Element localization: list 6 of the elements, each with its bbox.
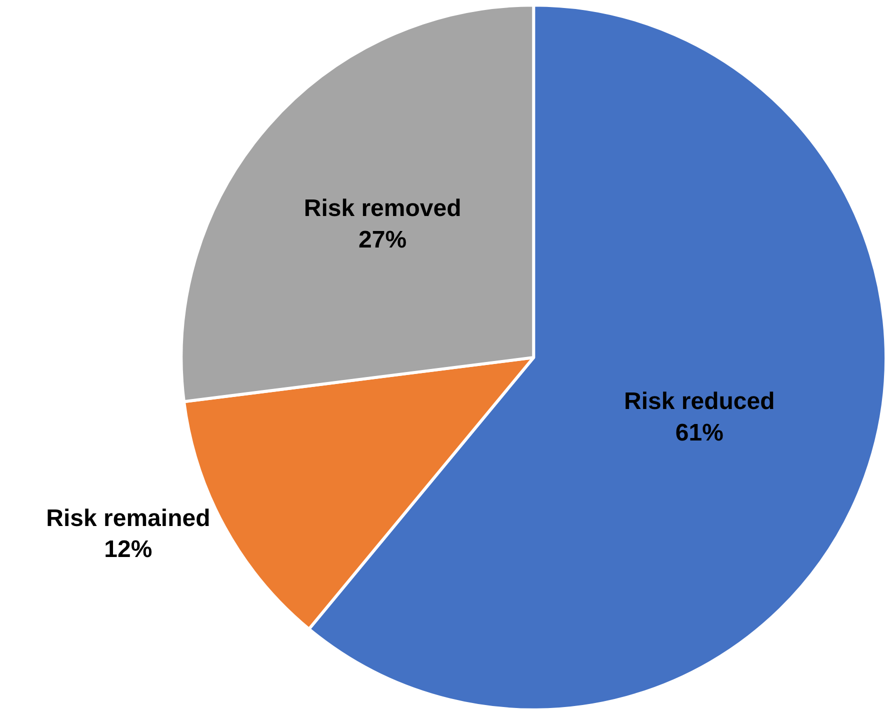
slice-label: Risk remained (46, 504, 210, 532)
data-label: 27% (358, 226, 407, 254)
data-label: 12% (104, 536, 152, 564)
slice-label: Risk reduced (624, 388, 775, 416)
slice-label: Risk removed (304, 195, 462, 222)
data-label: 61% (675, 419, 724, 446)
